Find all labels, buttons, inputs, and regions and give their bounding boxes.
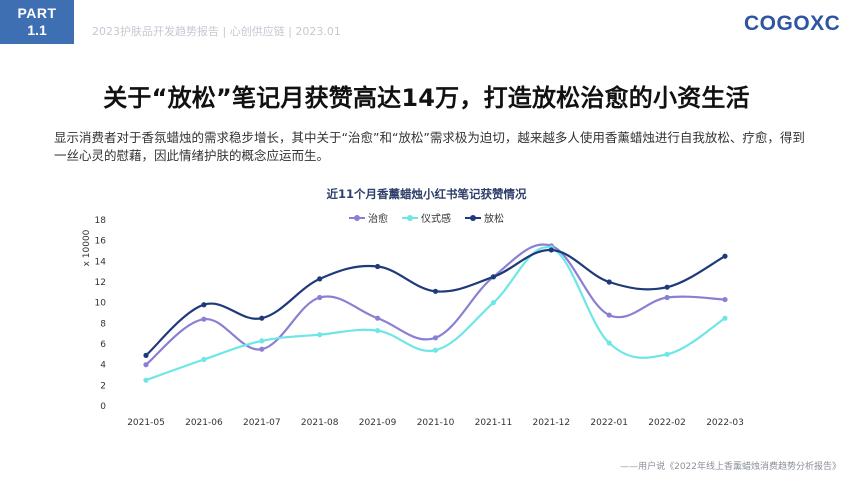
data-point-fangsong [317,276,323,282]
data-point-yishigan [664,351,670,357]
data-point-yishigan [722,315,728,321]
data-point-yishigan [259,338,265,344]
data-point-fangsong [143,352,149,358]
legend-item-yishigan: 仪式感 [402,210,451,225]
x-tick-label: 2022-03 [706,418,744,428]
data-point-zhiyu [201,316,207,322]
data-point-zhiyu [259,346,265,352]
series-line-yishigan [145,246,726,382]
y-tick-label: 12 [95,278,106,288]
y-tick-label: 14 [95,257,107,267]
data-point-zhiyu [143,362,149,368]
data-point-fangsong [432,288,439,294]
data-point-zhiyu [432,335,439,341]
data-point-fangsong [664,284,670,290]
data-point-fangsong [201,302,207,308]
data-point-fangsong [606,279,612,285]
x-tick-label: 2021-07 [243,418,281,428]
legend-label-fangsong: 放松 [484,214,504,225]
y-tick-label: 2 [100,381,106,391]
x-tick-label: 2021-12 [532,418,570,428]
data-point-zhiyu [317,294,323,301]
legend-swatch-yishigan [402,214,418,221]
part-label: PART [17,5,57,21]
data-point-yishigan [317,332,323,338]
data-point-zhiyu [664,294,670,301]
chart-title: 近11个月香薰蜡烛小红书笔记获赞情况 [326,187,527,201]
x-tick-label: 2022-02 [648,418,686,428]
data-point-zhiyu [606,312,612,318]
data-point-zhiyu [375,315,381,321]
legend-label-zhiyu: 治愈 [368,214,388,225]
series-line-zhiyu [145,243,726,366]
x-tick-label: 2021-08 [301,418,339,428]
y-tick-label: 4 [100,361,106,371]
y-tick-label: 10 [95,299,107,309]
data-point-yishigan [375,327,381,334]
page-title: 关于“放松”笔记月获赞高达14万，打造放松治愈的小资生活 [103,84,750,112]
x-tick-label: 2021-05 [127,418,165,428]
y-tick-label: 16 [95,237,107,247]
body-paragraph: 显示消费者对于香氛蜡烛的需求稳步增长，其中关于“治愈”和“放松”需求极为迫切，越… [54,130,805,163]
legend-swatch-fangsong [465,214,481,221]
data-point-yishigan [432,347,439,353]
data-point-zhiyu [722,296,728,303]
report-header: 2023护肤品开发趋势报告 | 心创供应链 | 2023.01 [92,25,341,38]
part-number: 1.1 [27,22,47,38]
data-point-yishigan [490,300,496,306]
brand-logo: COGOXC [744,12,841,35]
source-footnote: ——用户说《2022年线上香薰蜡烛消费趋势分析报告》 [620,462,841,472]
data-point-yishigan [143,377,149,383]
legend-item-zhiyu: 治愈 [349,210,388,225]
x-tick-label: 2022-01 [590,418,628,428]
y-tick-label: 8 [100,319,106,329]
data-point-fangsong [548,247,554,253]
chart-legend: 治愈 仪式感 放松 [0,210,853,225]
x-tick-label: 2021-09 [359,418,397,428]
legend-swatch-zhiyu [349,214,365,221]
x-tick-label: 2021-11 [475,418,513,428]
y-tick-label: 6 [100,340,106,350]
data-point-yishigan [201,356,207,363]
x-tick-label: 2021-06 [185,418,223,428]
data-point-fangsong [722,253,728,259]
data-point-fangsong [259,315,265,321]
data-point-fangsong [375,263,381,270]
y-tick-label: 18 [95,216,107,226]
legend-label-yishigan: 仪式感 [421,214,451,225]
data-point-yishigan [606,340,612,346]
part-badge: PART 1.1 [0,0,74,44]
legend-item-fangsong: 放松 [465,210,504,225]
x-tick-label: 2021-10 [417,418,455,428]
data-point-fangsong [490,274,496,280]
y-tick-label: 0 [100,402,106,412]
y-axis-label: x 10000 [82,229,92,266]
